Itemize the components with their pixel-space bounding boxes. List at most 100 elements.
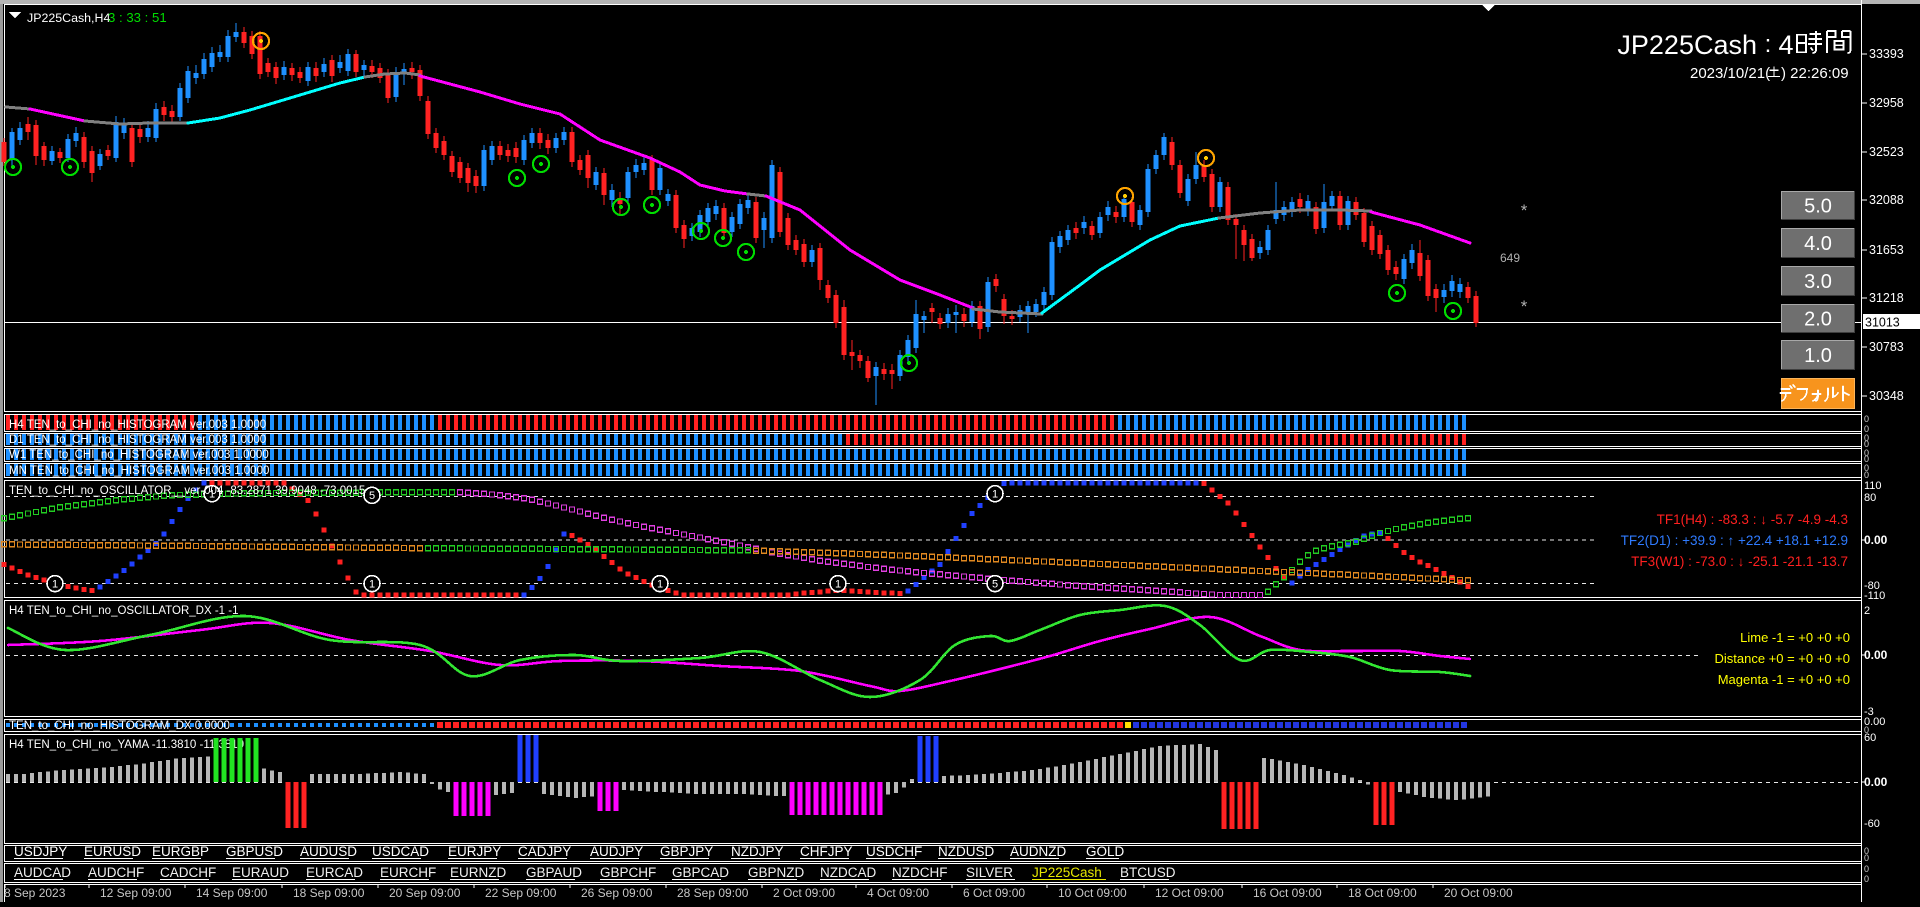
svg-text:32958: 32958	[1869, 96, 1904, 110]
svg-text:1: 1	[52, 578, 58, 590]
svg-text:33393: 33393	[1869, 47, 1904, 61]
svg-text:JP225Cash: JP225Cash	[1032, 865, 1102, 880]
svg-text:2023/10/21(: 2023/10/21(	[1690, 65, 1770, 82]
svg-text:5.0: 5.0	[1804, 196, 1832, 218]
svg-text:BTCUSD: BTCUSD	[1120, 865, 1176, 880]
svg-text:GBPCHF: GBPCHF	[600, 865, 656, 880]
svg-text:1: 1	[992, 488, 998, 500]
svg-text:CHFJPY: CHFJPY	[800, 844, 853, 859]
svg-text:*: *	[1521, 297, 1528, 316]
svg-text:USDJPY: USDJPY	[14, 844, 67, 859]
svg-text:0.00: 0.00	[1864, 533, 1888, 547]
svg-text:AUDCHF: AUDCHF	[88, 865, 144, 880]
svg-text:TEN_to_CHI_no_OSCILLATOR__ver-: TEN_to_CHI_no_OSCILLATOR__ver-004 -83.28…	[9, 485, 365, 497]
svg-text:28 Sep 09:00: 28 Sep 09:00	[677, 886, 749, 900]
svg-text:0: 0	[1864, 414, 1869, 424]
svg-text:NZDUSD: NZDUSD	[938, 844, 994, 859]
svg-text:12 Sep 09:00: 12 Sep 09:00	[100, 886, 172, 900]
svg-text:0: 0	[1864, 874, 1869, 884]
svg-text:-110: -110	[1864, 590, 1885, 602]
svg-text:Distance +0 = +0 +0 +0: Distance +0 = +0 +0 +0	[1714, 651, 1850, 666]
svg-text:EURUSD: EURUSD	[84, 844, 141, 859]
svg-text:CADJPY: CADJPY	[518, 844, 571, 859]
svg-text:0: 0	[1864, 439, 1869, 449]
svg-text:18 Oct 09:00: 18 Oct 09:00	[1348, 886, 1417, 900]
svg-text:GBPUSD: GBPUSD	[226, 844, 283, 859]
svg-text:5: 5	[369, 490, 375, 502]
svg-text:649: 649	[1500, 251, 1520, 265]
svg-text:6 Oct 09:00: 6 Oct 09:00	[963, 886, 1025, 900]
svg-text:30348: 30348	[1869, 389, 1904, 403]
svg-text:0: 0	[1864, 470, 1869, 480]
svg-text:20 Oct 09:00: 20 Oct 09:00	[1444, 886, 1513, 900]
svg-text:2.0: 2.0	[1804, 309, 1832, 331]
svg-text:SILVER: SILVER	[966, 865, 1013, 880]
svg-text:10 Oct 09:00: 10 Oct 09:00	[1058, 886, 1127, 900]
svg-text:3 : 33 : 51: 3 : 33 : 51	[108, 10, 167, 25]
svg-text:Lime -1 = +0 +0 +0: Lime -1 = +0 +0 +0	[1740, 630, 1850, 645]
svg-text:5: 5	[992, 578, 998, 590]
svg-text:-3: -3	[1864, 706, 1874, 718]
svg-text:3.0: 3.0	[1804, 271, 1832, 293]
svg-text:AUDJPY: AUDJPY	[590, 844, 643, 859]
svg-text:16 Oct 09:00: 16 Oct 09:00	[1253, 886, 1322, 900]
svg-text:W1 TEN_to_CHI_no_HISTOGRAM ver: W1 TEN_to_CHI_no_HISTOGRAM ver.003 1.000…	[9, 449, 269, 461]
svg-text:0: 0	[1864, 846, 1869, 856]
svg-text:CADCHF: CADCHF	[160, 865, 216, 880]
svg-text:20 Sep 09:00: 20 Sep 09:00	[389, 886, 461, 900]
svg-text:GBPNZD: GBPNZD	[748, 865, 805, 880]
svg-text:18 Sep 09:00: 18 Sep 09:00	[293, 886, 365, 900]
svg-text:0: 0	[1864, 864, 1869, 874]
svg-text:0: 0	[1864, 463, 1869, 473]
svg-text:0: 0	[1864, 454, 1869, 464]
svg-text:H4 TEN_to_CHI_no_HISTOGRAM ver: H4 TEN_to_CHI_no_HISTOGRAM ver.003 1.000…	[9, 419, 266, 431]
svg-text:0: 0	[1864, 853, 1869, 863]
svg-text:1: 1	[657, 578, 663, 590]
svg-text:2: 2	[1864, 605, 1870, 617]
svg-text:31218: 31218	[1869, 291, 1904, 305]
svg-text:H4 TEN_to_CHI_no_YAMA -11.38: H4 TEN_to_CHI_no_YAMA -11.3810 -11.3810	[9, 739, 244, 751]
svg-text:1: 1	[835, 578, 841, 590]
svg-text::: :	[1765, 31, 1772, 58]
svg-text:1: 1	[369, 578, 375, 590]
svg-text:60: 60	[1864, 732, 1876, 744]
svg-text:0: 0	[1864, 448, 1869, 458]
svg-text:Magenta -1 = +0 +0 +0: Magenta -1 = +0 +0 +0	[1718, 672, 1850, 687]
svg-text:4.0: 4.0	[1804, 233, 1832, 255]
svg-text:AUDCAD: AUDCAD	[14, 865, 71, 880]
svg-text:32088: 32088	[1869, 193, 1904, 207]
svg-text:31013: 31013	[1865, 316, 1900, 330]
svg-text:0: 0	[1864, 725, 1869, 735]
svg-text:H4 TEN_to_CHI_no_OSCILLATOR_DX: H4 TEN_to_CHI_no_OSCILLATOR_DX -1 -1	[9, 605, 238, 617]
svg-text:4: 4	[1778, 30, 1793, 60]
svg-text:EURAUD: EURAUD	[232, 865, 289, 880]
svg-text:NZDJPY: NZDJPY	[731, 844, 784, 859]
svg-text:30783: 30783	[1869, 340, 1904, 354]
svg-text:2 Oct 09:00: 2 Oct 09:00	[773, 886, 835, 900]
svg-text:GBPCAD: GBPCAD	[672, 865, 729, 880]
svg-text:JP225Cash: JP225Cash	[1617, 30, 1757, 60]
svg-text:TF2(D1) : +39.9 : ↑ +22.4 +1: TF2(D1) : +39.9 : ↑ +22.4 +18.1 +12.9	[1621, 533, 1848, 548]
svg-text:NZDCAD: NZDCAD	[820, 865, 876, 880]
svg-text:8 Sep 2023: 8 Sep 2023	[4, 886, 66, 900]
svg-text:NZDCHF: NZDCHF	[892, 865, 948, 880]
svg-text:32523: 32523	[1869, 145, 1904, 159]
svg-text:22 Sep 09:00: 22 Sep 09:00	[485, 886, 557, 900]
svg-text:EURCAD: EURCAD	[306, 865, 363, 880]
svg-text:31653: 31653	[1869, 243, 1904, 257]
svg-text:TEN_to_CHI_no_HISTOGRAM_DX 0.0: TEN_to_CHI_no_HISTOGRAM_DX 0.0000	[9, 720, 230, 732]
svg-text:GBPJPY: GBPJPY	[660, 844, 713, 859]
svg-text:12 Oct 09:00: 12 Oct 09:00	[1155, 886, 1224, 900]
svg-text:80: 80	[1864, 492, 1876, 504]
svg-text:0.00: 0.00	[1864, 775, 1888, 789]
svg-text:1: 1	[209, 488, 215, 500]
svg-text:GBPAUD: GBPAUD	[526, 865, 582, 880]
svg-text:EURNZD: EURNZD	[450, 865, 506, 880]
svg-text:EURJPY: EURJPY	[448, 844, 501, 859]
svg-text:-80: -80	[1864, 580, 1880, 592]
svg-text:0.00: 0.00	[1864, 648, 1888, 662]
svg-text:MN TEN_to_CHI_no_HISTOGRAM ver: MN TEN_to_CHI_no_HISTOGRAM ver.003 1.000…	[9, 465, 269, 477]
svg-text:TF1(H4) : -83.3 : ↓ -5.7 -4.9: TF1(H4) : -83.3 : ↓ -5.7 -4.9 -4.3	[1657, 512, 1848, 527]
svg-text:4 Oct 09:00: 4 Oct 09:00	[867, 886, 929, 900]
svg-text:0: 0	[1864, 424, 1869, 434]
